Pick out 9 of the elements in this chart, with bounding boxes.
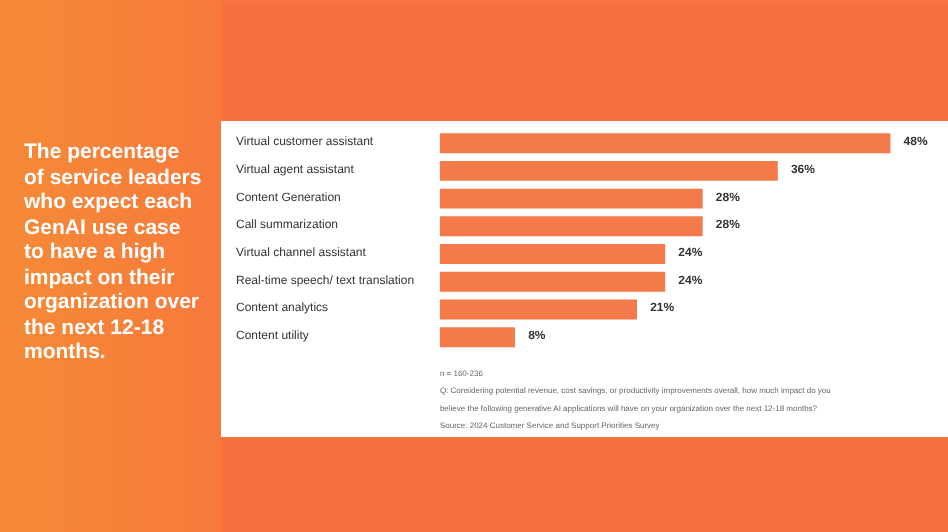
bar bbox=[439, 327, 515, 348]
bar bbox=[439, 271, 666, 292]
bar bbox=[439, 244, 666, 265]
bar bbox=[439, 133, 891, 154]
chart-title: The percentage of service leaders who expect each GenAI use case to have a high impact on their organization over the next 12-18 months. bbox=[24, 140, 202, 364]
bar bbox=[439, 216, 703, 237]
bar bbox=[439, 160, 778, 181]
bar bbox=[439, 188, 703, 209]
bar bbox=[439, 299, 638, 320]
